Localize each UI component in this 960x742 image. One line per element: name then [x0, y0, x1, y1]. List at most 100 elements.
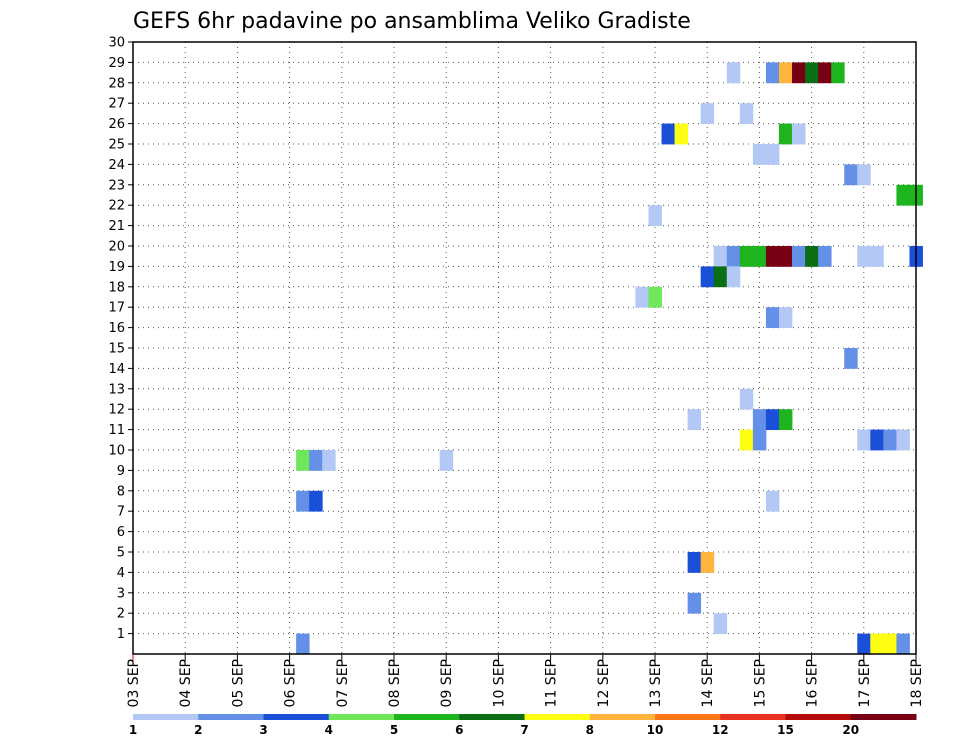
heatmap-cell: [648, 286, 662, 308]
y-tick-label: 24: [108, 158, 125, 173]
y-tick-label: 23: [108, 178, 125, 193]
x-tick-label: 15 SEP: [752, 659, 768, 707]
heatmap-cell: [687, 592, 702, 614]
legend-label: 15: [777, 723, 794, 737]
heatmap-cell: [857, 246, 871, 267]
legend-swatch: [720, 714, 786, 720]
x-tick-label: 03 SEP: [126, 659, 142, 707]
heatmap-cell: [765, 490, 780, 512]
heatmap-cell: [805, 246, 819, 267]
heatmap-cell: [857, 164, 871, 186]
heatmap-cell: [700, 552, 715, 573]
heatmap-cell: [818, 246, 832, 267]
legend-label: 2: [194, 723, 202, 737]
heatmap-cells: [296, 62, 923, 655]
y-tick-label: 1: [117, 627, 125, 642]
heatmap-cell: [778, 307, 793, 328]
heatmap-cell: [296, 490, 310, 512]
y-tick-label: 5: [117, 546, 125, 561]
heatmap-cell: [778, 123, 793, 145]
x-tick-label: 04 SEP: [178, 659, 194, 707]
x-tick-label: 14 SEP: [700, 659, 716, 707]
heatmap-cell: [739, 388, 754, 410]
y-tick-label: 25: [108, 138, 125, 153]
heatmap-cell: [739, 429, 754, 451]
legend-label: 5: [390, 723, 398, 737]
heatmap-cell: [765, 307, 780, 328]
x-tick-label: 09 SEP: [439, 659, 455, 707]
heatmap-cell: [896, 429, 910, 451]
x-tick-label: 11 SEP: [544, 659, 560, 707]
heatmap-cell: [752, 144, 767, 165]
y-tick-label: 10: [108, 444, 125, 459]
heatmap-cell: [778, 246, 793, 267]
heatmap-cell: [309, 490, 323, 512]
heatmap-cell: [322, 450, 336, 471]
heatmap-cell: [726, 246, 741, 267]
y-tick-label: 6: [117, 525, 125, 540]
heatmap-cell: [792, 123, 806, 145]
legend-label: 1: [129, 723, 137, 737]
y-axis: 1234567891011121314151617181920212223242…: [108, 36, 133, 642]
heatmap-cell: [792, 62, 806, 84]
y-tick-label: 26: [108, 117, 125, 132]
heatmap-cell: [726, 62, 741, 84]
heatmap-cell: [648, 205, 662, 226]
heatmap-cell: [896, 184, 910, 206]
heatmap-cell: [778, 62, 793, 84]
legend-label: 7: [520, 723, 528, 737]
y-tick-label: 22: [108, 199, 125, 214]
legend-swatch: [263, 714, 330, 720]
heatmap-cell: [700, 103, 715, 124]
legend-swatch: [198, 714, 264, 720]
heatmap-cell: [687, 409, 702, 430]
heatmap-cell: [765, 62, 780, 84]
heatmap-cell: [439, 450, 454, 471]
legend-label: 3: [259, 723, 267, 737]
y-tick-label: 9: [117, 464, 125, 479]
y-tick-label: 13: [108, 382, 125, 397]
y-tick-label: 29: [108, 56, 125, 71]
y-tick-label: 18: [108, 280, 125, 295]
legend-swatch: [394, 714, 460, 720]
heatmap-cell: [700, 266, 715, 288]
y-tick-label: 3: [117, 586, 125, 601]
heatmap-cell: [844, 348, 858, 369]
y-tick-label: 15: [108, 342, 125, 357]
heatmap-cell: [778, 409, 793, 430]
heatmap-cell: [726, 266, 741, 288]
heatmap-cell: [896, 633, 910, 655]
legend-swatch: [133, 714, 199, 720]
x-tick-label: 06 SEP: [283, 659, 299, 707]
y-tick-label: 4: [117, 566, 125, 581]
x-tick-label: 10 SEP: [491, 659, 507, 707]
y-tick-label: 28: [108, 76, 125, 91]
heatmap-cell: [752, 409, 767, 430]
heatmap-cell: [309, 450, 323, 471]
y-tick-label: 8: [117, 484, 125, 499]
heatmap-cell: [713, 266, 728, 288]
heatmap-cell: [857, 633, 871, 655]
x-tick-label: 18 SEP: [909, 659, 925, 707]
x-tick-label: 12 SEP: [596, 659, 612, 707]
x-tick-label: 05 SEP: [230, 659, 246, 707]
heatmap-cell: [674, 123, 689, 145]
legend-swatch: [328, 714, 395, 720]
y-tick-label: 14: [108, 362, 125, 377]
heatmap-cell: [713, 613, 728, 634]
heatmap-cell: [818, 62, 832, 84]
legend-label: 6: [455, 723, 463, 737]
heatmap-cell: [857, 429, 871, 451]
heatmap-cell: [635, 286, 649, 308]
heatmap-cell: [713, 246, 728, 267]
heatmap-cell: [805, 62, 819, 84]
heatmap-cell: [870, 429, 884, 451]
heatmap-cell: [765, 246, 780, 267]
heatmap-cell: [765, 409, 780, 430]
y-tick-label: 16: [108, 321, 125, 336]
legend-swatch: [785, 714, 852, 720]
y-tick-label: 7: [117, 505, 125, 520]
legend-label: 20: [842, 723, 859, 737]
heatmap-cell: [844, 164, 858, 186]
